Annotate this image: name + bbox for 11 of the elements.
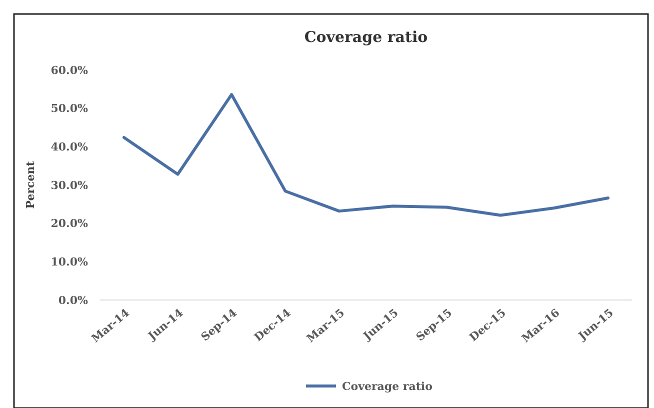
y-tick-label: 0.0% xyxy=(58,294,89,307)
y-tick-label: 40.0% xyxy=(50,140,89,154)
y-tick-label: 60.0% xyxy=(50,64,89,77)
y-tick-label: 30.0% xyxy=(50,178,89,192)
y-tick-label: 50.0% xyxy=(50,102,89,116)
y-tick-label: 20.0% xyxy=(50,217,89,230)
y-tick-label: 10.0% xyxy=(50,256,89,269)
chart-title: Coverage ratio xyxy=(304,28,428,46)
line-series xyxy=(122,93,610,217)
y-axis-title: Percent xyxy=(24,160,37,209)
legend-label: Coverage ratio xyxy=(342,380,432,393)
